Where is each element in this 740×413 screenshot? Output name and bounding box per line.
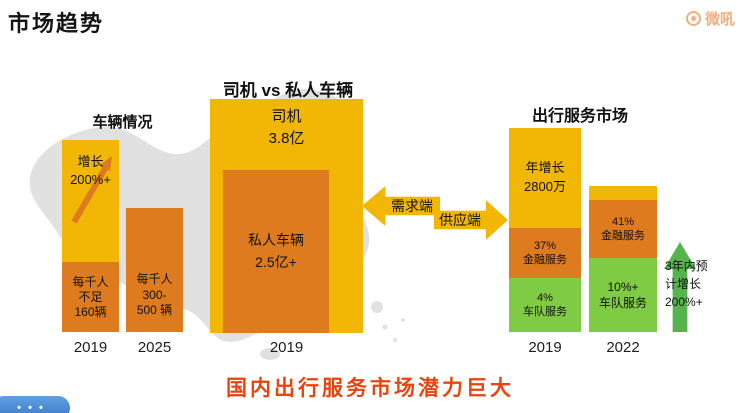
service-year-2022: 2022 <box>606 339 640 356</box>
service-2022-finance-segment: 41% 金融服务 <box>589 200 657 258</box>
driver-year-2019: 2019 <box>269 339 304 356</box>
vehicle-2025-density-label: 每千人 300- 500 辆 <box>136 272 173 318</box>
vehicle-2019-density-label: 每千人 不足 160辆 <box>62 262 119 332</box>
vehicle-growth-label: 增长 200%+ <box>70 154 111 188</box>
demand-label: 需求端 <box>391 198 433 214</box>
vehicle-year-2019: 2019 <box>73 339 108 356</box>
service-bar-2022: 41% 金融服务 10%+ 车队服务 <box>589 186 657 332</box>
bottom-caption: 国内出行服务市场潜力巨大 <box>226 377 514 400</box>
driver-chart-heading: 司机 vs 私人车辆 <box>222 81 354 100</box>
player-overlay-pill[interactable]: • • • <box>0 396 70 413</box>
service-bar-2019: 年增长 2800万 37% 金融服务 4% 车队服务 <box>509 128 581 332</box>
three-year-growth-note: 3年内预 计增长 200%+ <box>665 259 708 309</box>
private-vehicle-label: 私人车辆 2.5亿+ <box>248 231 304 270</box>
watermark: 微吼 <box>685 8 735 29</box>
service-2019-finance-segment: 37% 金融服务 <box>509 228 581 278</box>
vehicle-year-2025: 2025 <box>137 339 172 356</box>
watermark-text: 微吼 <box>704 11 735 28</box>
service-2019-growth-segment: 年增长 2800万 <box>509 128 581 228</box>
player-dots: • • • <box>17 402 45 413</box>
vehicle-bar-2019: 增长 200%+ 每千人 不足 160辆 <box>62 140 119 332</box>
page-title: 市场趋势 <box>8 11 105 36</box>
vehicle-bar-2025: 每千人 300- 500 辆 <box>126 208 183 332</box>
service-chart-heading: 出行服务市场 <box>531 108 628 125</box>
vehicle-chart-heading: 车辆情况 <box>92 114 153 131</box>
growth-arrow-icon <box>71 156 112 224</box>
weihou-logo-icon <box>685 11 701 26</box>
supply-label: 供应端 <box>439 212 481 228</box>
service-2019-fleet-segment: 4% 车队服务 <box>509 278 581 332</box>
driver-bar-outer: 司机 3.8亿 私人车辆 2.5亿+ <box>210 99 363 333</box>
service-2022-top-segment <box>589 186 657 200</box>
service-year-2019: 2019 <box>528 339 562 356</box>
service-2022-fleet-segment: 10%+ 车队服务 <box>589 258 657 332</box>
driver-count-label: 司机 3.8亿 <box>268 108 305 147</box>
private-vehicle-bar: 私人车辆 2.5亿+ <box>223 170 329 333</box>
